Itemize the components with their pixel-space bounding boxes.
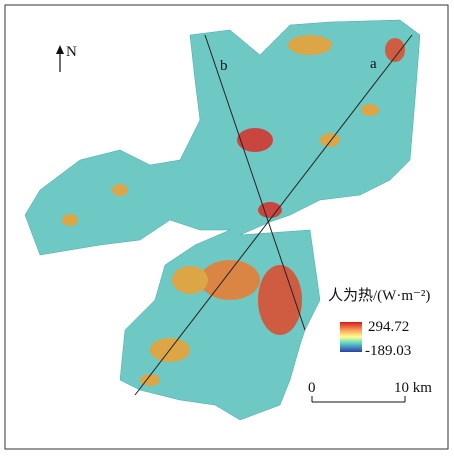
profile-line-b xyxy=(204,34,306,331)
legend-title: 人为热/(W·m⁻²) xyxy=(328,287,430,304)
north-arrow xyxy=(56,45,64,72)
heat-hotspots xyxy=(62,35,405,386)
city-area xyxy=(24,19,421,421)
scale-bar xyxy=(311,396,406,403)
profile-line-a xyxy=(134,34,413,396)
legend-max: 294.72 xyxy=(368,319,409,335)
profile-label: b xyxy=(220,58,228,74)
scale-end: 10 km xyxy=(394,380,432,396)
legend-min: -189.03 xyxy=(365,343,411,359)
scale-start: 0 xyxy=(308,380,316,396)
profile-label: a xyxy=(370,56,377,72)
legend-color-ramp xyxy=(340,322,362,352)
north-label: N xyxy=(66,44,77,60)
